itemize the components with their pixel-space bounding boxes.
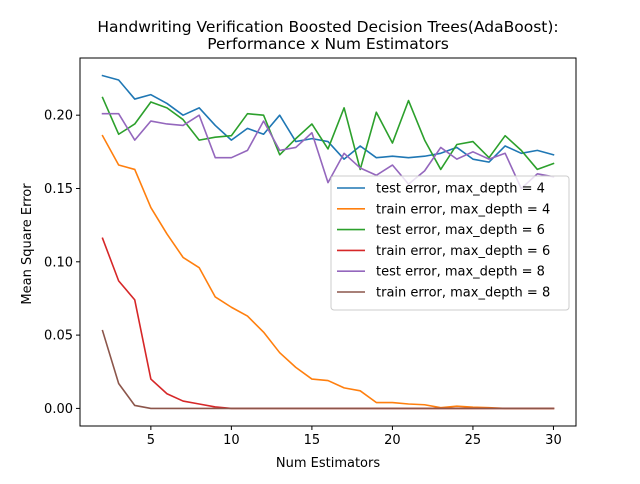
x-axis-label: Num Estimators xyxy=(276,456,380,471)
axes-frame xyxy=(79,57,577,427)
x-tick-label: 10 xyxy=(223,433,240,448)
series-line-5 xyxy=(101,112,555,190)
legend-label-5: test error, max_depth = 8 xyxy=(376,265,545,280)
y-tick-label: 0.20 xyxy=(44,109,73,124)
legend-label-6: train error, max_depth = 8 xyxy=(376,286,550,301)
y-tick-label: 0.15 xyxy=(44,182,73,197)
series-line-1 xyxy=(101,74,555,163)
legend: test error, max_depth = 4 train error, ma… xyxy=(330,175,570,311)
legend-label-4: train error, max_depth = 6 xyxy=(376,244,550,259)
x-tick-label: 25 xyxy=(465,433,482,448)
chart-subtitle: Performance x Num Estimators xyxy=(207,35,449,53)
series-layer xyxy=(101,74,555,410)
legend-label-2: train error, max_depth = 4 xyxy=(376,202,550,217)
series-line-6 xyxy=(101,329,555,410)
legend-label-1: test error, max_depth = 4 xyxy=(376,182,545,197)
x-tick-label: 5 xyxy=(147,433,155,448)
legend-label-3: test error, max_depth = 6 xyxy=(376,223,545,238)
x-tick-label: 30 xyxy=(545,433,562,448)
series-line-3 xyxy=(101,96,555,171)
chart-title: Handwriting Verification Boosted Decisio… xyxy=(97,18,558,36)
y-tick-label: 0.10 xyxy=(44,255,73,270)
legend-box xyxy=(330,175,570,311)
y-tick-label: 0.00 xyxy=(44,402,73,417)
y-tick-label: 0.05 xyxy=(44,329,73,344)
x-tick-label: 15 xyxy=(304,433,321,448)
x-tick-label: 20 xyxy=(384,433,401,448)
y-axis-label: Mean Square Error xyxy=(20,183,35,305)
series-line-2 xyxy=(101,134,555,410)
ticks-layer: 5 10 15 20 25 30 0.00 0.05 0.10 0.15 0.20 xyxy=(44,109,562,448)
